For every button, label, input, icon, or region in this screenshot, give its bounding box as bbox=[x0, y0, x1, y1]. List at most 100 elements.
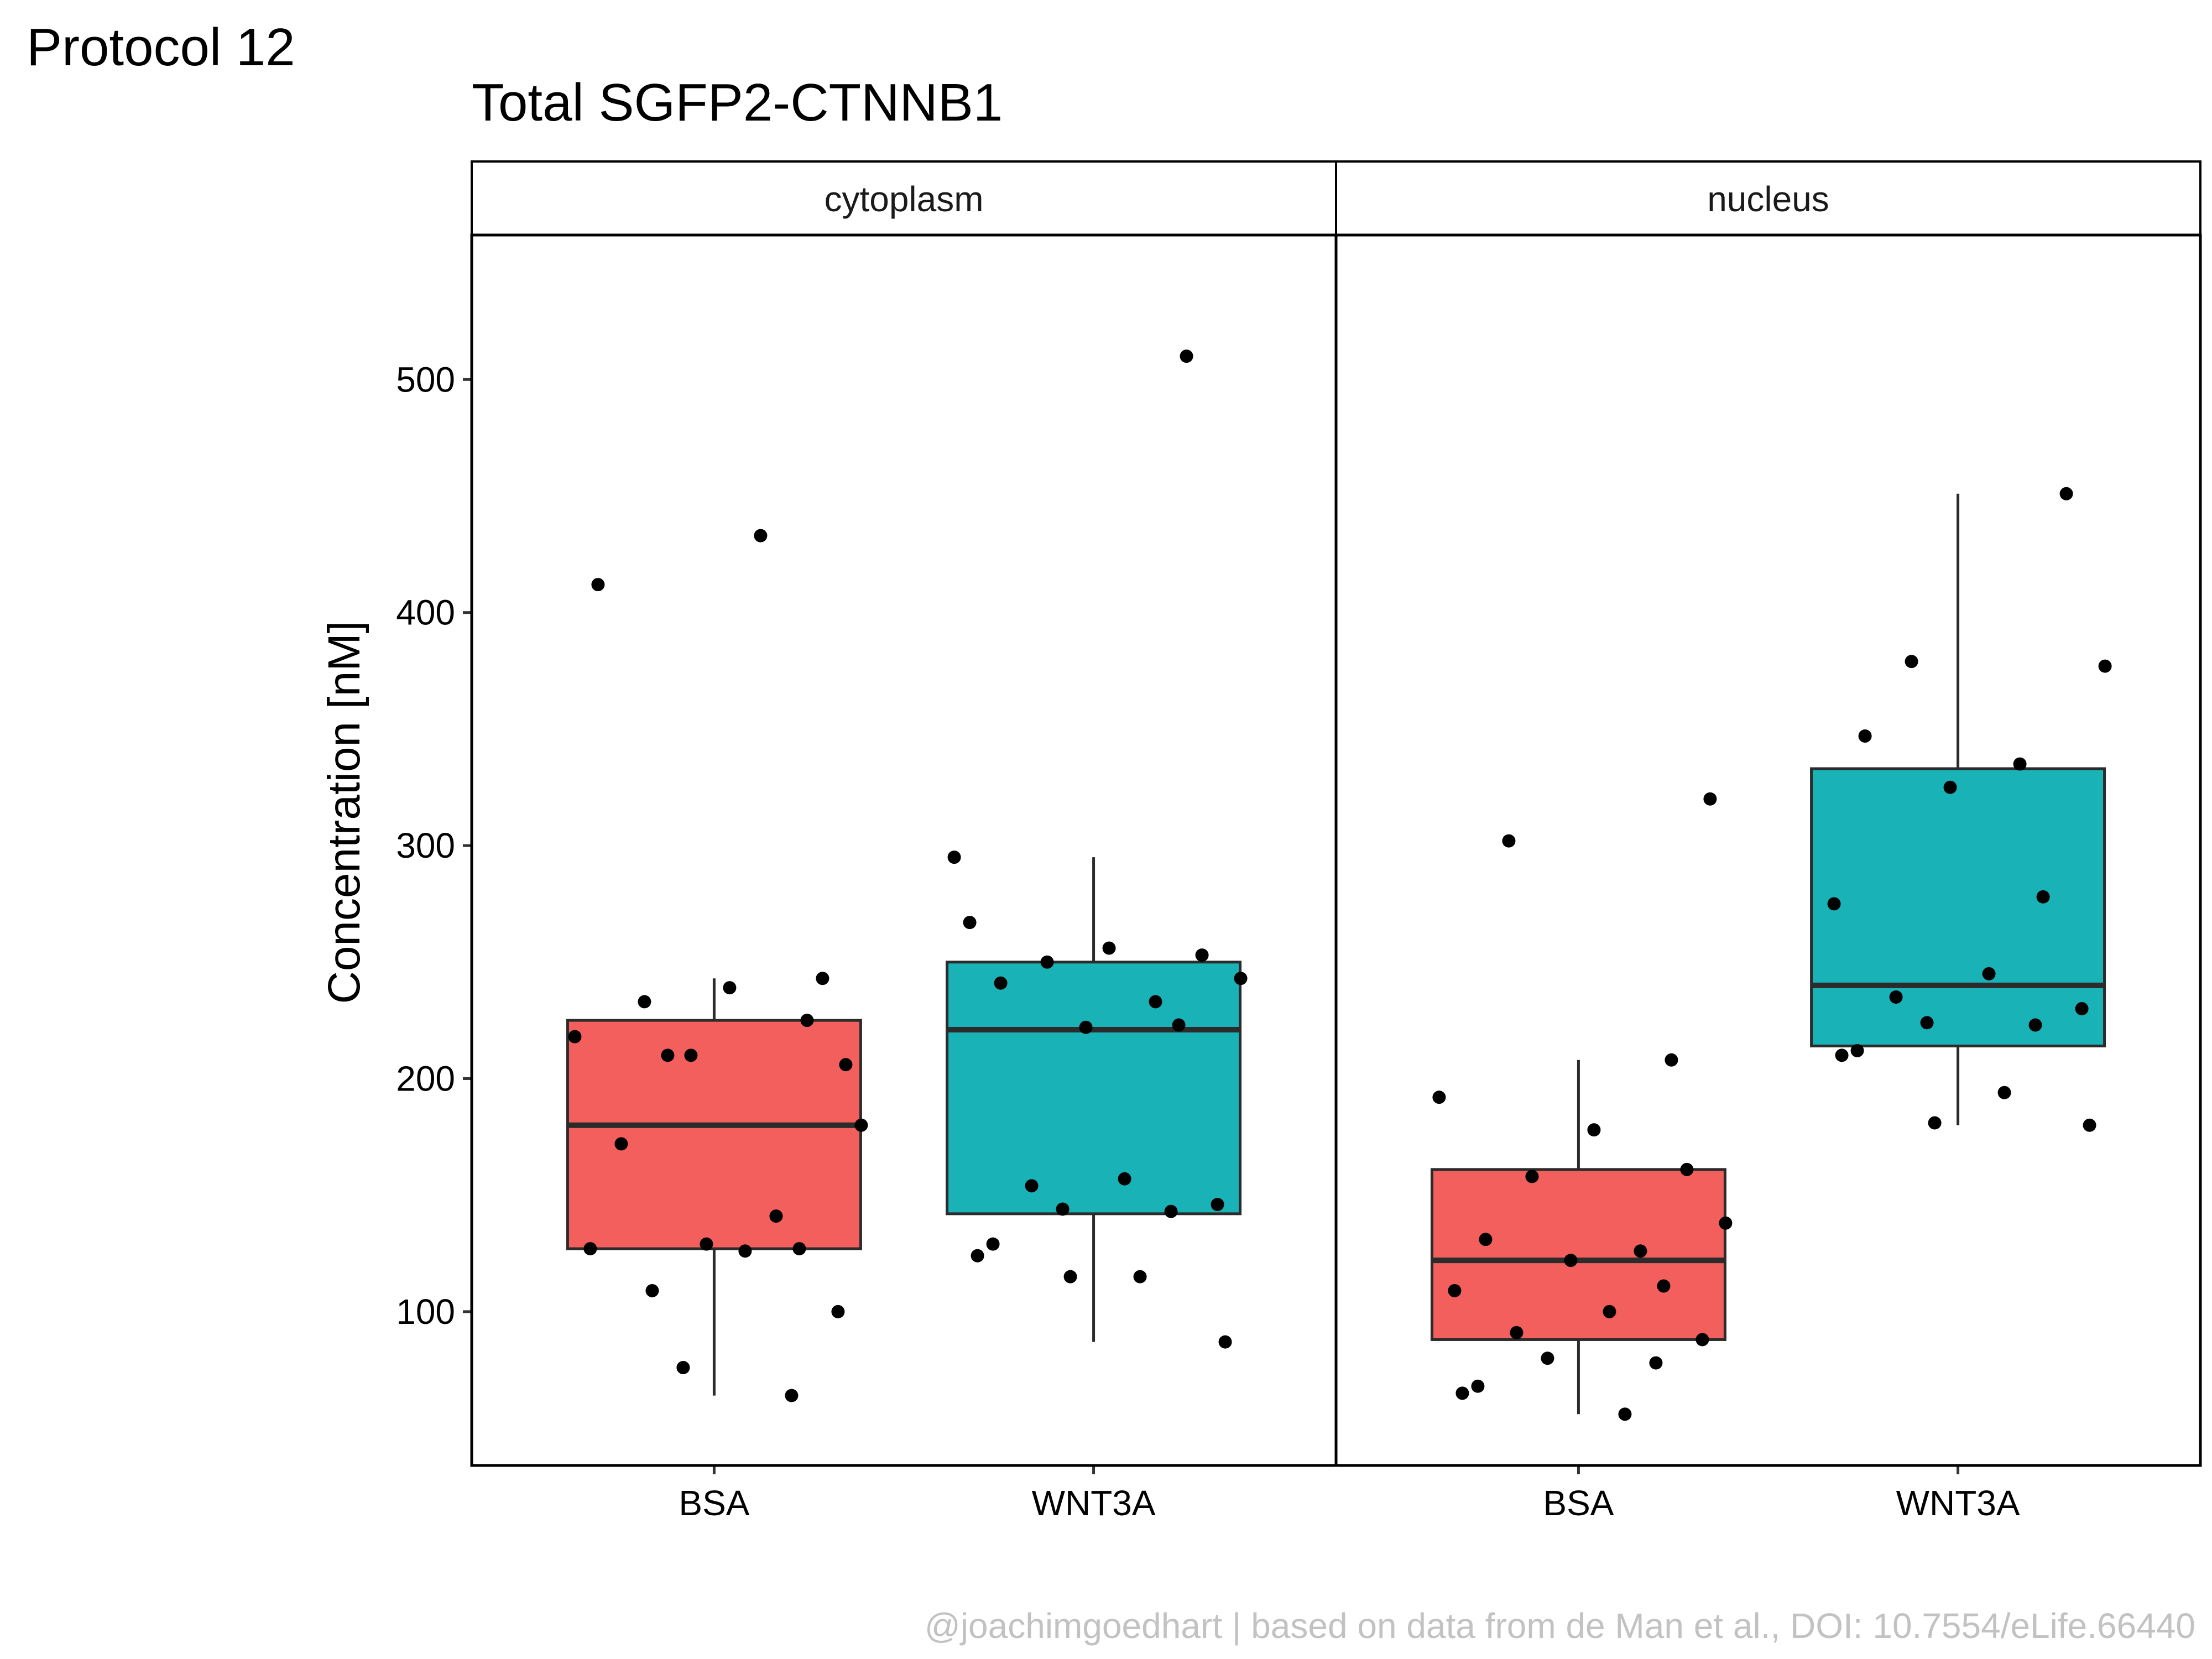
data-point bbox=[1564, 1254, 1578, 1267]
data-point bbox=[568, 1030, 582, 1044]
panel-border bbox=[470, 233, 1338, 1467]
data-point bbox=[684, 1048, 698, 1062]
data-point bbox=[1432, 1091, 1446, 1104]
data-point bbox=[1649, 1356, 1663, 1370]
data-point bbox=[1920, 1016, 1934, 1030]
data-point bbox=[792, 1242, 806, 1256]
box-wnt3a bbox=[1810, 767, 2106, 1047]
data-point bbox=[1587, 1123, 1601, 1137]
data-point bbox=[591, 578, 605, 592]
data-point bbox=[1541, 1352, 1554, 1365]
data-point bbox=[1133, 1270, 1147, 1284]
chart-title: Total SGFP2-CTNNB1 bbox=[472, 73, 1003, 132]
data-point bbox=[1118, 1172, 1131, 1186]
panel-nucleus: nucleus BSA WNT3A bbox=[1334, 160, 2202, 1523]
data-point bbox=[1455, 1386, 1469, 1400]
panel-cytoplasm: cytoplasm BSA WNT3A bbox=[470, 160, 1338, 1523]
data-point bbox=[1943, 780, 1957, 794]
data-point bbox=[1889, 990, 1903, 1004]
data-point bbox=[986, 1237, 1000, 1251]
x-tick-label: BSA bbox=[679, 1483, 749, 1523]
strip-label: nucleus bbox=[1707, 179, 1829, 219]
data-point bbox=[1997, 1086, 2011, 1099]
y-tick-label: 200 bbox=[396, 1058, 455, 1098]
data-point bbox=[1172, 1018, 1186, 1032]
data-point bbox=[738, 1244, 752, 1258]
data-point bbox=[839, 1058, 853, 1072]
data-point bbox=[1234, 972, 1248, 985]
data-point bbox=[1905, 655, 1918, 669]
data-point bbox=[994, 976, 1008, 990]
y-tick-label: 400 bbox=[396, 593, 455, 633]
data-point bbox=[1603, 1305, 1616, 1318]
data-point bbox=[676, 1361, 690, 1375]
protocol-tag: Protocol 12 bbox=[27, 18, 295, 77]
data-point bbox=[1850, 1044, 1864, 1057]
x-tick-label: BSA bbox=[1543, 1483, 1614, 1523]
data-point bbox=[800, 1014, 814, 1027]
data-point bbox=[1657, 1279, 1671, 1293]
data-point bbox=[1040, 955, 1054, 969]
caption: @joachimgoedhart | based on data from de… bbox=[925, 1606, 2195, 1646]
data-point bbox=[1703, 792, 1717, 806]
data-point bbox=[645, 1284, 659, 1297]
y-tick-label: 100 bbox=[396, 1292, 455, 1332]
data-point bbox=[1634, 1244, 1647, 1258]
data-point bbox=[963, 916, 977, 930]
strip-background bbox=[471, 160, 1337, 236]
data-point bbox=[854, 1118, 868, 1132]
data-point bbox=[1149, 995, 1162, 1009]
data-point bbox=[1079, 1020, 1093, 1034]
data-point bbox=[614, 1137, 628, 1151]
data-point bbox=[1218, 1335, 1232, 1349]
data-point bbox=[1858, 729, 1872, 743]
y-tick-label: 500 bbox=[396, 359, 455, 399]
box-bsa bbox=[566, 1019, 862, 1250]
data-point bbox=[723, 981, 737, 995]
data-point bbox=[1448, 1284, 1462, 1297]
data-point bbox=[1056, 1202, 1070, 1216]
data-point bbox=[971, 1249, 984, 1262]
data-point bbox=[1928, 1116, 1942, 1130]
data-point bbox=[2036, 890, 2050, 904]
data-point bbox=[1025, 1179, 1039, 1193]
data-point bbox=[1525, 1170, 1539, 1183]
data-point bbox=[638, 995, 651, 1009]
x-tick-label: WNT3A bbox=[1032, 1483, 1156, 1523]
data-point bbox=[1164, 1204, 1178, 1218]
data-point bbox=[1180, 349, 1193, 363]
data-point bbox=[947, 851, 961, 864]
data-point bbox=[1618, 1407, 1632, 1421]
data-point bbox=[754, 529, 768, 542]
y-axis-label: Concentration [nM] bbox=[319, 621, 369, 1004]
data-point bbox=[1502, 834, 1516, 848]
data-point bbox=[1719, 1216, 1733, 1230]
data-point bbox=[1471, 1379, 1485, 1393]
data-point bbox=[700, 1237, 713, 1251]
data-point bbox=[1102, 941, 1116, 955]
data-point bbox=[1695, 1333, 1709, 1347]
data-point bbox=[2083, 1118, 2096, 1132]
data-point bbox=[2028, 1018, 2042, 1032]
data-point bbox=[2059, 487, 2073, 500]
y-tick-label: 300 bbox=[396, 826, 455, 865]
box-wnt3a bbox=[946, 961, 1242, 1215]
data-point bbox=[661, 1048, 675, 1062]
strip-label: cytoplasm bbox=[824, 179, 983, 219]
plot-area: 100 200 300 400 500 cytoplasm BSA WNT3A nucleus B… bbox=[396, 160, 2202, 1523]
data-point bbox=[1510, 1326, 1524, 1339]
data-point bbox=[1195, 948, 1209, 962]
data-point bbox=[2013, 757, 2027, 771]
data-point bbox=[1063, 1270, 1077, 1284]
data-point bbox=[2098, 659, 2112, 673]
data-point bbox=[2075, 1002, 2089, 1016]
data-point bbox=[1680, 1162, 1694, 1176]
data-point bbox=[1479, 1233, 1493, 1246]
x-tick-label: WNT3A bbox=[1896, 1483, 2020, 1523]
data-point bbox=[1982, 967, 1996, 980]
data-point bbox=[583, 1242, 597, 1256]
data-point bbox=[1665, 1053, 1678, 1067]
data-point bbox=[1835, 1048, 1849, 1062]
data-point bbox=[769, 1209, 783, 1223]
